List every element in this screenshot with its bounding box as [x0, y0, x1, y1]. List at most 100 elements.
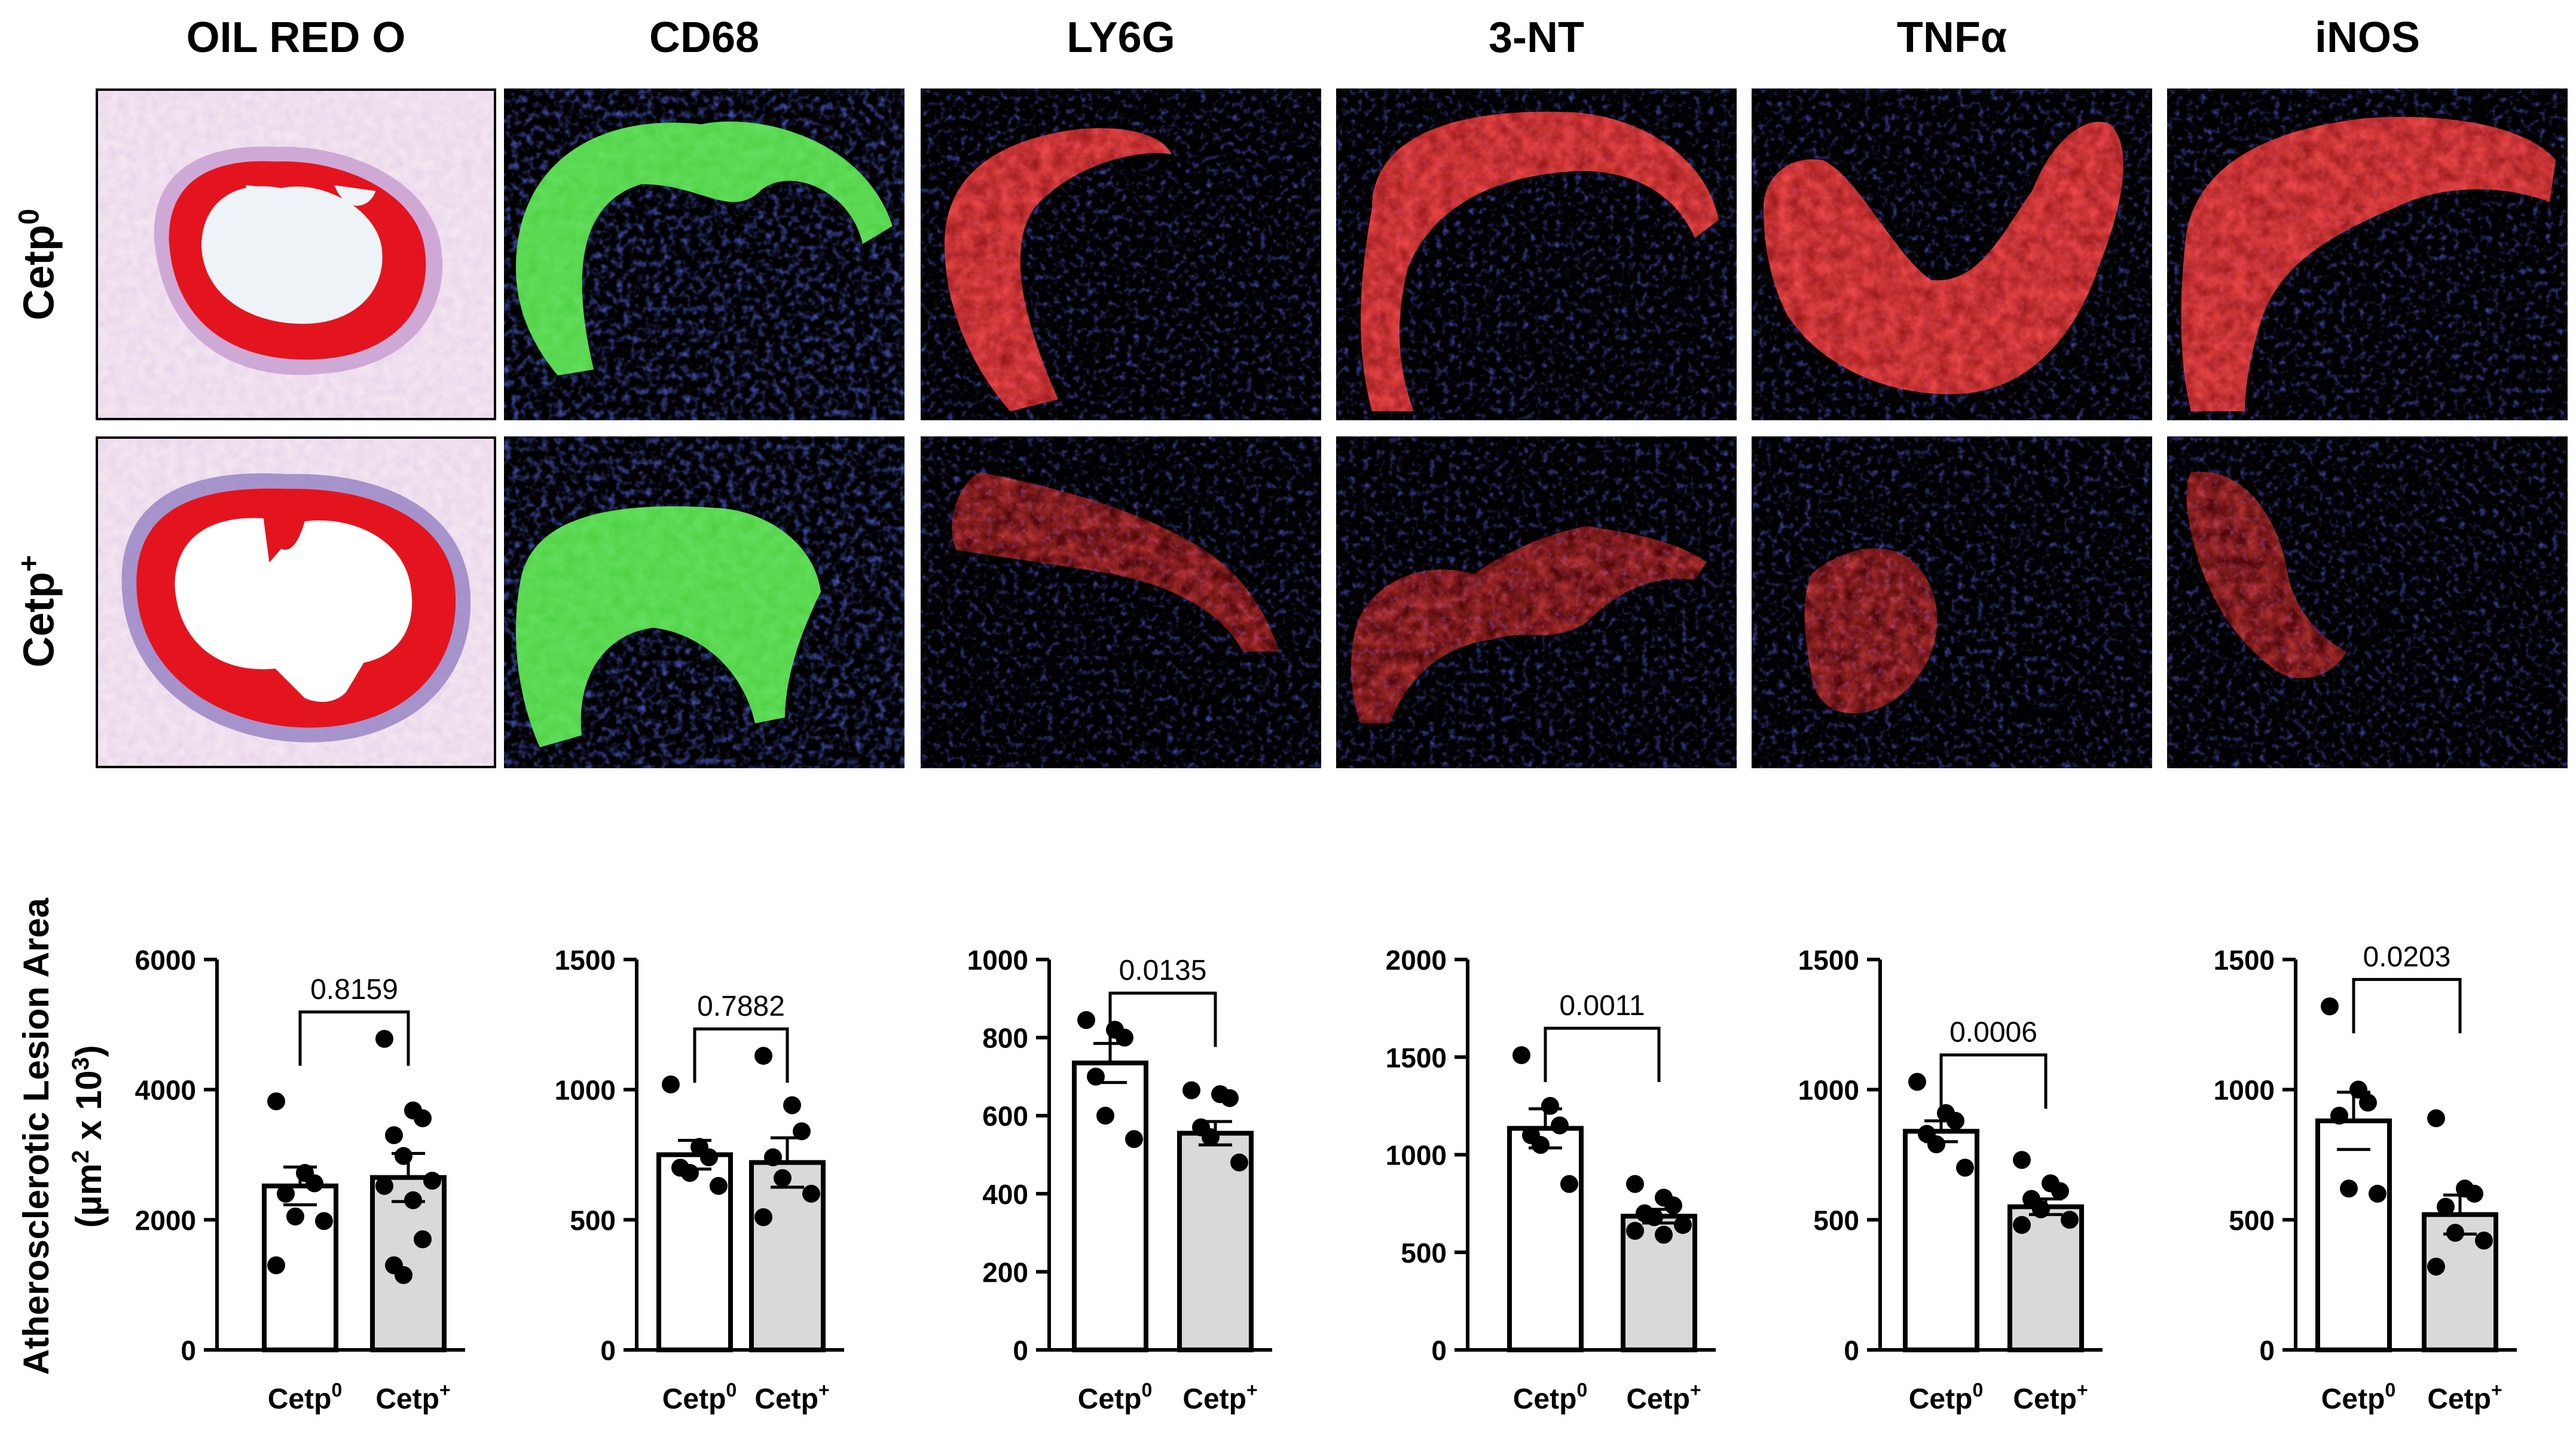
data-point-cd68-1-6 [754, 1208, 772, 1226]
data-point-oil-red-o-1-6 [375, 1177, 393, 1195]
y-tick-label-tnf--2: 1000 [1798, 1075, 1859, 1106]
bar-tnf--cetp0 [1903, 1129, 1979, 1352]
bar-cd68-cetp0 [656, 1152, 733, 1352]
x-label-cd68-cetp0: Cetp0 [662, 1379, 737, 1415]
data-point-3-nt-0-4 [1532, 1136, 1550, 1154]
bar-oil-red-o-cetp-plus [370, 1175, 447, 1352]
significance-bracket-inos [2352, 977, 2462, 1034]
data-point-inos-0-5 [2369, 1184, 2386, 1203]
data-point-3-nt-0-1 [1541, 1096, 1559, 1115]
micrograph-cd68-row1 [504, 436, 904, 768]
p-value-oil-red-o: 0.8159 [310, 974, 398, 1006]
data-point-tnf--0-4 [1927, 1135, 1945, 1154]
data-point-inos-0-2 [2359, 1093, 2377, 1112]
data-point-cd68-0-1 [690, 1138, 708, 1156]
y-tick-label-tnf--0: 0 [1844, 1335, 1859, 1366]
data-point-ly6g-0-4 [1096, 1107, 1114, 1125]
data-point-3-nt-1-4 [1645, 1208, 1663, 1226]
data-point-3-nt-1-7 [1655, 1226, 1673, 1244]
y-tick-label-3-nt-2: 1000 [1386, 1140, 1447, 1171]
x-label-ly6g-cetp-plus: Cetp+ [1182, 1379, 1257, 1415]
data-point-3-nt-1-6 [1626, 1221, 1644, 1240]
significance-bracket-oil-red-o [298, 1010, 410, 1066]
bar-3-nt-cetp0 [1507, 1126, 1584, 1352]
data-point-3-nt-0-5 [1560, 1175, 1578, 1193]
data-point-oil-red-o-1-10 [395, 1266, 412, 1284]
y-tick-label-inos-2: 1000 [2214, 1075, 2275, 1106]
data-point-oil-red-o-0-3 [277, 1184, 295, 1203]
column-header-4: TNFα [1896, 14, 2007, 62]
data-point-oil-red-o-1-5 [423, 1172, 441, 1190]
significance-bracket-ly6g [1108, 991, 1217, 1047]
y-tick-label-oil-red-o-1: 2000 [135, 1205, 196, 1236]
data-point-tnf--0-2 [1946, 1111, 1964, 1130]
x-label-cd68-cetp-plus: Cetp+ [754, 1379, 829, 1415]
y-tick-label-inos-1: 500 [2229, 1205, 2275, 1236]
data-point-tnf--1-3 [2022, 1190, 2040, 1208]
data-point-tnf--0-3 [1918, 1125, 1936, 1143]
micrograph-oil-red-o-row0 [96, 88, 496, 420]
data-point-cd68-1-4 [774, 1169, 792, 1187]
data-point-tnf--0-1 [1937, 1104, 1955, 1122]
data-point-oil-red-o-0-1 [296, 1163, 314, 1182]
data-point-inos-1-6 [2427, 1257, 2445, 1276]
data-point-inos-0-4 [2340, 1180, 2358, 1198]
bar-tnf--cetp-plus [2007, 1204, 2084, 1352]
data-point-oil-red-o-1-8 [414, 1230, 432, 1248]
data-point-tnf--0-5 [1956, 1159, 1974, 1177]
data-point-oil-red-o-1-0 [375, 1029, 393, 1048]
data-point-tnf--1-0 [2013, 1151, 2031, 1169]
data-point-cd68-0-3 [671, 1159, 689, 1177]
y-tick-label-3-nt-0: 0 [1431, 1335, 1447, 1366]
data-point-ly6g-0-1 [1106, 1020, 1124, 1039]
x-label-inos-cetp0: Cetp0 [2321, 1379, 2395, 1415]
data-point-3-nt-1-2 [1664, 1196, 1682, 1215]
y-tick-label-cd68-1: 500 [570, 1205, 616, 1236]
column-header-5: iNOS [2314, 14, 2421, 62]
data-point-tnf--1-2 [2051, 1182, 2069, 1200]
column-header-0: OIL RED O [186, 14, 406, 62]
y-tick-label-ly6g-2: 400 [982, 1179, 1028, 1210]
data-point-ly6g-0-2 [1116, 1028, 1133, 1047]
bar-oil-red-o-cetp0 [262, 1183, 338, 1352]
x-label-oil-red-o-cetp0: Cetp0 [268, 1379, 342, 1415]
data-point-3-nt-1-3 [1636, 1204, 1654, 1223]
micrograph-tnf--row1 [1752, 436, 2152, 768]
y-tick-label-oil-red-o-0: 0 [181, 1335, 196, 1366]
micrograph-oil-red-o-row1 [96, 436, 496, 768]
data-point-inos-0-3 [2330, 1107, 2348, 1125]
y-tick-label-3-nt-1: 500 [1401, 1238, 1447, 1269]
y-tick-label-ly6g-5: 1000 [967, 945, 1028, 976]
data-point-ly6g-1-0 [1182, 1081, 1200, 1099]
data-point-3-nt-0-2 [1551, 1116, 1569, 1135]
data-point-inos-0-0 [2321, 997, 2339, 1016]
significance-bracket-cd68 [693, 1027, 789, 1083]
data-point-oil-red-o-1-1 [404, 1101, 422, 1120]
bar-cd68-cetp-plus [749, 1160, 826, 1353]
data-point-3-nt-1-5 [1674, 1216, 1692, 1235]
y-tick-label-ly6g-4: 800 [982, 1023, 1028, 1054]
y-tick-label-cd68-0: 0 [600, 1335, 616, 1366]
data-point-3-nt-0-3 [1522, 1126, 1540, 1144]
data-point-ly6g-1-4 [1202, 1128, 1220, 1147]
data-point-oil-red-o-1-4 [395, 1147, 412, 1165]
y-tick-label-oil-red-o-2: 4000 [135, 1075, 196, 1106]
data-point-oil-red-o-0-5 [315, 1212, 333, 1230]
data-point-inos-1-1 [2456, 1180, 2474, 1198]
p-value-tnf-: 0.0006 [1949, 1017, 2037, 1049]
data-point-inos-0-1 [2349, 1080, 2367, 1099]
significance-bracket-3-nt [1544, 1026, 1661, 1082]
x-label-tnf--cetp-plus: Cetp+ [2013, 1379, 2088, 1415]
micrograph-inos-row0 [2167, 88, 2568, 420]
data-point-oil-red-o-1-2 [414, 1109, 432, 1128]
data-point-cd68-1-3 [764, 1148, 782, 1166]
data-point-cd68-1-1 [783, 1096, 801, 1114]
bar-inos-cetp-plus [2422, 1212, 2498, 1353]
data-point-tnf--1-6 [2013, 1216, 2031, 1235]
row-label-cetp-plus: Cetp+ [13, 555, 63, 668]
data-point-oil-red-o-0-6 [267, 1256, 285, 1275]
data-point-inos-1-3 [2437, 1197, 2455, 1216]
data-point-cd68-0-0 [662, 1075, 680, 1093]
data-point-ly6g-1-1 [1211, 1085, 1229, 1104]
p-value-3-nt: 0.0011 [1559, 990, 1645, 1022]
